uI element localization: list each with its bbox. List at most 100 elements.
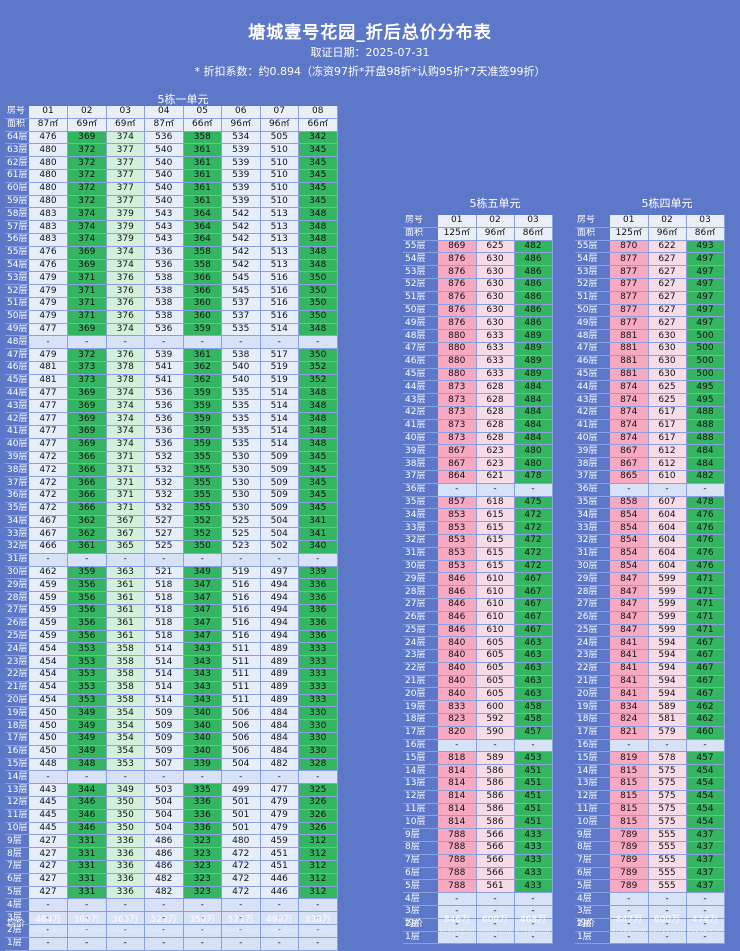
floor-label: 23层 (575, 649, 610, 663)
price-cell: 371 (106, 502, 145, 516)
price-cell-empty: - (686, 918, 725, 932)
floor-label: 21层 (575, 675, 610, 689)
price-cell: 536 (144, 131, 184, 145)
floor-row: 1层 - - - - - - - - (5, 937, 338, 951)
price-cell: 479 (29, 297, 68, 311)
price-cell: 467 (686, 636, 725, 651)
price-cell: 361 (183, 348, 222, 362)
price-cell-empty: - (610, 892, 649, 907)
floor-row: 33层 467 362 367 527 352 525 504 341 (5, 527, 338, 542)
floor-label: 4层 (5, 898, 29, 913)
floor-label: 24层 (575, 636, 610, 651)
price-cell: 530 (221, 502, 261, 516)
price-cell: 500 (686, 342, 725, 356)
price-cell: 353 (67, 681, 107, 695)
average-total: 338万 (304, 915, 331, 925)
price-cell: 480 (29, 195, 68, 209)
price-cell: 339 (298, 566, 338, 580)
floor-label: 42层 (5, 412, 29, 426)
floor-label: 63层 (5, 143, 29, 158)
price-cell: 454 (686, 803, 725, 817)
price-cell: 840 (438, 687, 477, 702)
price-cell: 877 (610, 304, 649, 318)
floor-label: 27层 (5, 604, 29, 618)
price-cell: 483 (29, 207, 68, 222)
price-cell: 854 (610, 521, 649, 535)
floor-label: 52层 (403, 278, 438, 292)
price-cell: 476 (29, 131, 68, 145)
floor-row: 16层 - - - (403, 739, 553, 753)
floor-label: 15层 (403, 751, 438, 766)
unit-area: 125㎡ (610, 227, 649, 241)
floor-row: 50层 876 630 486 (403, 304, 553, 318)
price-cell: 364 (183, 233, 222, 247)
floor-row: 42层 873 628 484 (403, 406, 553, 420)
price-cell: 466 (29, 540, 68, 554)
unit-number: 01 (438, 215, 477, 228)
price-cell: 459 (29, 604, 68, 618)
floor-row: 4层 - - - (403, 892, 553, 907)
price-cell: 450 (29, 719, 68, 734)
floor-label: 52层 (5, 284, 29, 298)
floor-row: 46层 881 630 500 (575, 355, 725, 369)
price-cell: 348 (298, 246, 338, 260)
price-cell-empty: - (106, 911, 145, 925)
floor-label: 48层 (575, 329, 610, 343)
price-cell: 472 (514, 547, 553, 561)
price-cell: 427 (29, 886, 68, 900)
price-cell: 478 (686, 496, 725, 510)
price-cell: 359 (183, 412, 222, 426)
price-cell: 617 (648, 432, 687, 446)
floor-label: 42层 (403, 406, 438, 420)
price-cell: 361 (106, 630, 145, 644)
floor-label: 43层 (403, 393, 438, 407)
price-cell: 610 (476, 611, 515, 625)
price-cell: 509 (144, 719, 184, 734)
floor-label: 39层 (403, 444, 438, 459)
price-cell: 484 (260, 732, 299, 746)
price-cell: 376 (106, 271, 145, 286)
price-cell-empty: - (260, 770, 299, 785)
floor-label: 7层 (5, 860, 29, 874)
price-cell: 347 (183, 604, 222, 618)
floor-label: 54层 (575, 252, 610, 267)
floor-row: 5层 789 555 437 (575, 879, 725, 894)
price-cell: 873 (438, 380, 477, 395)
price-cell: 789 (610, 841, 649, 855)
floor-row: 28层 847 599 471 (575, 585, 725, 599)
price-cell-empty: - (221, 553, 261, 567)
price-cell-empty: - (106, 898, 145, 913)
floor-row: 19层 834 589 462 (575, 700, 725, 715)
average-total: 846万 (443, 915, 471, 925)
price-cell: 510 (260, 143, 299, 158)
price-cell: 495 (686, 380, 725, 395)
price-cell: 359 (67, 566, 107, 580)
floor-label: 51层 (403, 291, 438, 305)
price-cell: 355 (183, 502, 222, 516)
price-cell: 454 (686, 764, 725, 779)
price-cell: 377 (106, 182, 145, 196)
price-cell-empty: - (106, 924, 145, 938)
floor-row: 55层 869 625 482 (403, 240, 553, 254)
floor-label: 2层 (403, 918, 438, 932)
price-cell-empty: - (144, 335, 184, 350)
price-cell: 630 (648, 342, 687, 356)
floor-label: 22层 (403, 662, 438, 676)
floor-label: 29层 (575, 572, 610, 587)
floor-label: 58层 (5, 207, 29, 222)
price-cell: 630 (476, 316, 515, 331)
price-cell: 331 (67, 847, 107, 862)
price-cell: 486 (514, 265, 553, 279)
price-cell: 513 (260, 246, 299, 260)
floor-label: 14层 (5, 770, 29, 785)
row-label: 面积 (5, 118, 29, 132)
price-cell: 542 (221, 207, 261, 222)
unit-number: 04 (144, 106, 184, 119)
price-cell: 853 (438, 508, 477, 523)
floor-row: 41层 873 628 484 (403, 419, 553, 433)
price-cell: 600 (476, 700, 515, 715)
price-cell-empty: - (221, 335, 261, 350)
price-cell: 846 (438, 598, 477, 612)
price-cell: 555 (648, 879, 687, 894)
price-cell: 575 (648, 790, 687, 804)
